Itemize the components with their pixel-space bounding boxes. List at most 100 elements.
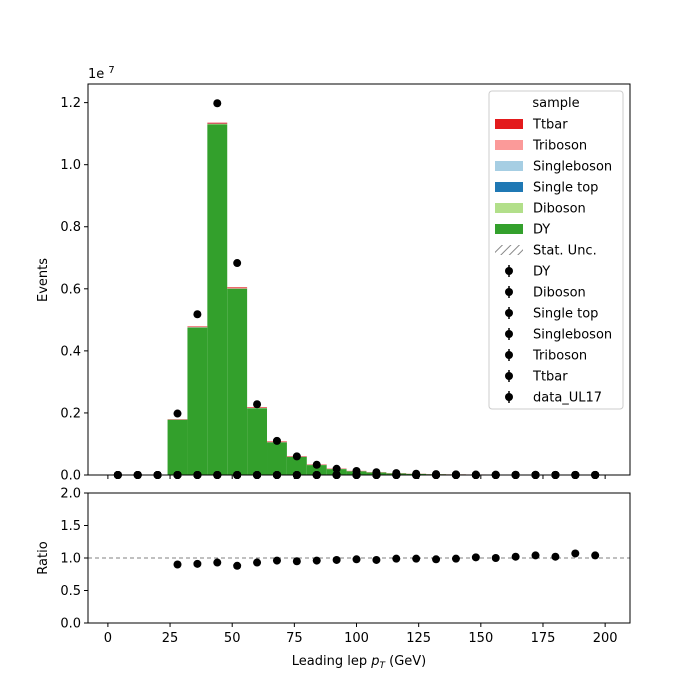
y-tick-label: 1.2 [60,96,81,111]
legend-label: Diboson [533,286,586,301]
legend-label: Single top [533,181,598,196]
legend-marker [505,330,513,338]
ratio-point [213,558,222,567]
legend-swatch [495,161,523,171]
ratio-y-tick-label: 0.5 [60,584,81,599]
ratio-point [352,555,361,564]
legend-marker [505,267,513,275]
ratio-y-tick-label: 0.0 [60,617,81,632]
legend-swatch-hatch [495,245,523,255]
ratio-point [332,555,341,564]
data-point-dy [253,400,262,409]
ratio-point [392,554,401,563]
x-tick-label: 125 [406,631,431,646]
ratio-point [511,552,520,561]
x-tick-label: 150 [468,631,493,646]
legend-marker [505,288,513,296]
legend-label: DY [533,265,550,280]
x-tick-label: 25 [162,631,179,646]
legend-label: DY [533,223,550,238]
ratio-y-tick-label: 1.5 [60,519,81,534]
ratio-point [451,554,460,563]
data-point-dy [272,436,281,445]
legend-label: Single top [533,307,598,322]
legend-swatch [495,182,523,192]
legend-label: Diboson [533,202,586,217]
legend-label: Triboson [532,139,587,154]
offset-base: 1e [88,67,104,82]
ratio-y-tick-label: 1.0 [60,552,81,567]
legend: sample Ttbar Triboson Singleboson Single to… [488,90,624,410]
y-tick-label: 0.0 [60,469,81,484]
x-axis-ticks-top [107,475,606,479]
ratio-y-axis-ticks: 0.0 0.5 1.0 1.5 2.0 [60,487,88,632]
ratio-y-tick-label: 2.0 [60,487,81,502]
legend-label: Singleboson [533,328,612,343]
data-point-dy [312,460,321,469]
ratio-point [491,554,500,562]
y-tick-label: 0.2 [60,406,81,421]
legend-swatch [495,203,523,213]
x-tick-label: 100 [344,631,369,646]
offset-exponent: 7 [108,65,114,76]
ratio-point [312,556,321,565]
x-axis-label: Leading lep pT (GeV) [292,654,426,671]
ratio-point [412,554,421,563]
legend-label: Stat. Unc. [533,244,597,259]
bar-ttbar [227,287,248,289]
bar-dy [286,457,307,475]
x-axis-label-subscript: T [379,661,386,671]
ratio-y-axis-label: Ratio [36,541,51,574]
x-axis-label-symbol: p [370,654,379,669]
bar-dy [207,124,228,475]
legend-marker [505,351,513,359]
bar-dy [227,288,248,475]
bar-dy [306,465,327,475]
ratio-point [193,559,202,568]
bar-ttbar [207,122,228,124]
ratio-points [173,549,600,570]
bar-dy [167,419,188,475]
x-tick-label: 200 [593,631,618,646]
legend-swatch [495,119,523,129]
ratio-point [253,558,262,567]
legend-label: Singleboson [533,160,612,175]
ratio-panel: 0.0 0.5 1.0 1.5 2.0 0 25 50 75 100 125 150 175 200 R… [36,487,631,671]
ratio-point [531,551,540,560]
bar-dy [247,408,268,475]
x-tick-label: 0 [104,631,112,646]
y-tick-label: 0.4 [60,344,81,359]
data-point-dy [292,452,301,461]
y-axis-label: Events [36,258,51,302]
ratio-point [372,555,381,564]
y-tick-label: 0.8 [60,220,81,235]
legend-marker [505,309,513,317]
legend-entries: Ttbar Triboson Singleboson Single top Diboso… [495,118,612,406]
ratio-point [233,561,242,570]
data-point-dy [193,310,202,319]
y-tick-label: 1.0 [60,158,81,173]
x-axis-ticks: 0 25 50 75 100 125 150 175 200 [104,623,618,646]
legend-label: Ttbar [532,370,568,385]
x-axis-label-text: Leading lep [292,654,371,669]
main-axes-frame [87,83,631,476]
legend-label: Triboson [532,349,587,364]
main-panel: 0.0 0.2 0.4 0.6 0.8 1.0 1.2 1e 7 1e 7 Events [36,65,631,484]
bar-dy [187,327,208,475]
data-point-dy [213,99,222,108]
data-point-dy [173,409,182,418]
bar-ttbar [187,326,208,328]
ratio-point [432,555,441,564]
legend-swatch [495,140,523,150]
y-tick-label: 0.6 [60,282,81,297]
legend-marker [505,372,513,380]
legend-marker [505,393,513,401]
data-point-dy [233,259,242,268]
legend-swatch [495,224,523,234]
y-axis-ticks: 0.0 0.2 0.4 0.6 0.8 1.0 1.2 [60,96,88,484]
ratio-point [591,551,600,560]
bar-dy [267,442,287,475]
ratio-point [292,557,301,566]
x-axis-label-unit: (GeV) [385,654,426,669]
x-tick-label: 50 [224,631,241,646]
